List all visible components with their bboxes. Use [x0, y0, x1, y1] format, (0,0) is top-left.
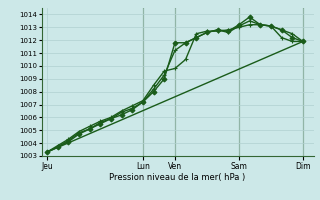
X-axis label: Pression niveau de la mer( hPa ): Pression niveau de la mer( hPa )	[109, 173, 246, 182]
